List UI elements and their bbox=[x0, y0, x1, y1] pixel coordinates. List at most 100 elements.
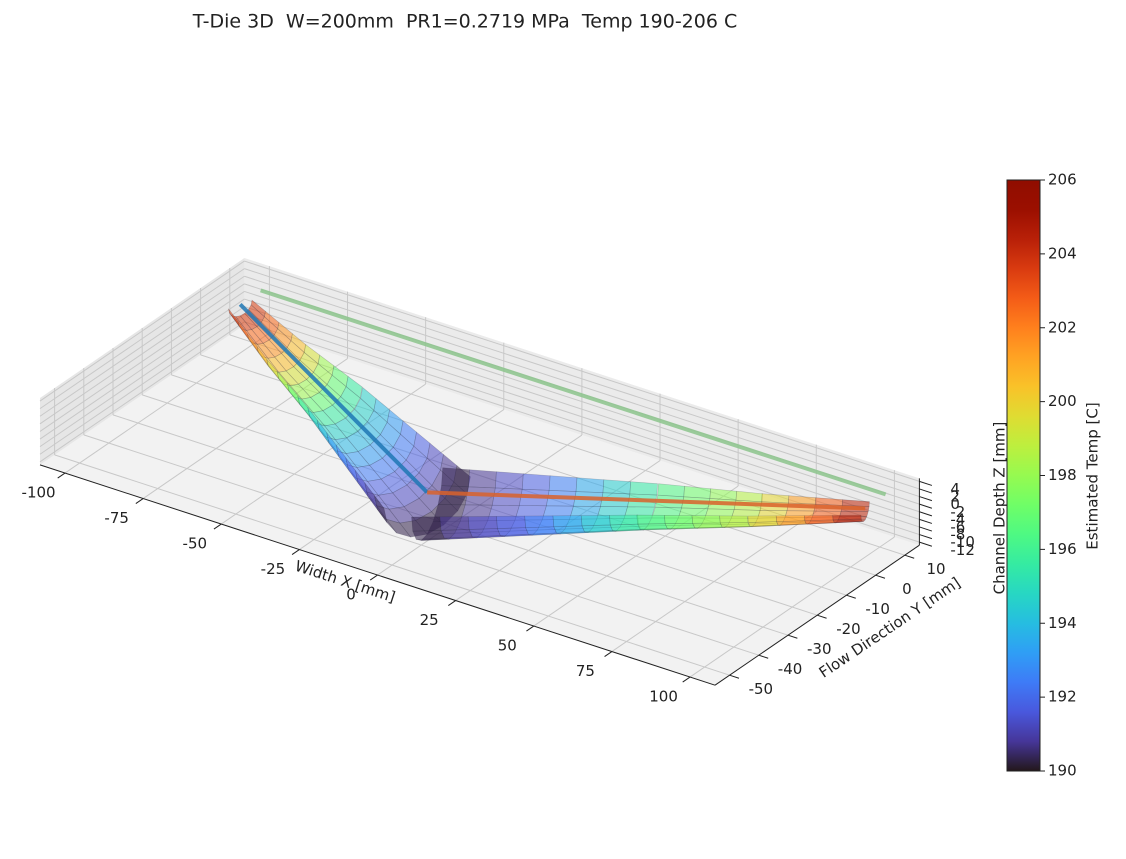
x-tick-label: 0 bbox=[346, 586, 356, 604]
tick-mark bbox=[919, 526, 933, 532]
channel-surface bbox=[553, 525, 585, 534]
channel-line bbox=[260, 288, 887, 497]
tick-mark bbox=[213, 523, 222, 530]
channel-surface bbox=[525, 526, 557, 535]
channel-surface bbox=[548, 475, 578, 492]
channel-surface bbox=[609, 514, 639, 526]
channel-surface bbox=[468, 469, 497, 489]
channel-surface bbox=[496, 515, 526, 529]
channel-surface bbox=[412, 529, 445, 540]
channel-surface bbox=[297, 395, 311, 418]
channel-surface bbox=[629, 481, 658, 496]
z-tick-label: 0 bbox=[950, 495, 960, 513]
colorbar-tick-label: 196 bbox=[1048, 540, 1077, 558]
channel-surface bbox=[683, 485, 711, 499]
z-tick-label: -6 bbox=[950, 518, 965, 536]
y-tick-label: -50 bbox=[749, 680, 774, 698]
tick-mark bbox=[919, 503, 933, 509]
tick-mark bbox=[604, 651, 613, 657]
grid-line bbox=[244, 290, 920, 513]
channel-surface bbox=[411, 516, 442, 532]
tick-mark bbox=[135, 498, 144, 504]
axis-line bbox=[714, 544, 920, 686]
tick-mark bbox=[919, 511, 933, 517]
z-tick-label: -10 bbox=[950, 533, 975, 551]
tick-mark bbox=[787, 634, 798, 639]
grid-line bbox=[54, 454, 730, 676]
grid-line bbox=[244, 268, 920, 490]
channel-surface bbox=[747, 515, 777, 523]
colorbar-tick-label: 190 bbox=[1048, 762, 1077, 780]
grid-line bbox=[39, 306, 245, 448]
tick-mark bbox=[57, 472, 66, 479]
channel-surface bbox=[636, 514, 666, 525]
colorbar-label: Estimated Temp [C] bbox=[1084, 402, 1102, 549]
grid-line bbox=[39, 313, 245, 455]
channel-surface bbox=[761, 493, 790, 504]
tick-mark bbox=[919, 541, 933, 547]
tick-mark bbox=[919, 518, 933, 524]
channel-surface bbox=[580, 515, 611, 527]
grid-line bbox=[244, 260, 920, 482]
tick-mark bbox=[291, 549, 300, 555]
colorbar bbox=[1006, 179, 1041, 772]
grid-line bbox=[39, 321, 245, 463]
channel-surface bbox=[440, 529, 473, 539]
channel-line bbox=[238, 302, 429, 494]
channel-surface bbox=[495, 471, 524, 490]
z-tick-label: -8 bbox=[950, 526, 965, 544]
grid-line bbox=[39, 291, 245, 432]
colorbar-tick-label: 194 bbox=[1048, 614, 1077, 632]
z-tick-label: -2 bbox=[950, 503, 965, 521]
channel-surface bbox=[719, 522, 750, 528]
tick-mark bbox=[729, 674, 740, 679]
colorbar-tick-label: 204 bbox=[1048, 244, 1077, 262]
tick-mark bbox=[904, 554, 915, 559]
tick-mark bbox=[875, 574, 886, 579]
grid-line bbox=[39, 275, 245, 417]
grid-line bbox=[39, 298, 245, 440]
channel-surface bbox=[467, 516, 498, 530]
z-tick-label: -12 bbox=[950, 541, 975, 559]
colorbar-ticks: 190 192 194 196 198 200 202 204 206 bbox=[1040, 171, 1077, 780]
channel-surface bbox=[804, 515, 834, 522]
channel-surface bbox=[775, 515, 806, 522]
axis-line bbox=[39, 464, 716, 686]
channel-surface bbox=[256, 346, 269, 366]
z-tick-label: 4 bbox=[950, 480, 960, 498]
tick-mark bbox=[758, 654, 769, 659]
y-tick-label: 10 bbox=[927, 560, 946, 578]
tick-mark bbox=[919, 488, 933, 494]
x-tick-label: -100 bbox=[22, 484, 56, 502]
channel-line bbox=[427, 490, 866, 511]
tick-mark bbox=[919, 534, 933, 540]
colorbar-tick-label: 202 bbox=[1048, 318, 1077, 336]
channel-surface bbox=[719, 515, 749, 524]
tick-mark bbox=[369, 574, 378, 581]
channel-surface bbox=[657, 483, 685, 498]
tick-mark bbox=[919, 480, 933, 486]
channel-surface bbox=[552, 515, 583, 528]
x-tick-label: 75 bbox=[576, 662, 595, 680]
grid-line bbox=[83, 434, 759, 656]
y-tick-label: -20 bbox=[836, 620, 861, 638]
channel-surface bbox=[664, 515, 694, 524]
x-tick-label: 25 bbox=[420, 611, 439, 629]
tick-mark bbox=[448, 600, 456, 606]
colorbar-tick-label: 192 bbox=[1048, 688, 1077, 706]
y-tick-label: 0 bbox=[902, 580, 912, 598]
channel-surface bbox=[439, 516, 470, 531]
y-tick-label: -40 bbox=[778, 660, 803, 678]
z-axis-label: Channel Depth Z [mm] bbox=[991, 422, 1009, 595]
tick-mark bbox=[846, 594, 856, 599]
lines bbox=[238, 288, 887, 511]
channel-surface bbox=[374, 495, 388, 524]
channel-surface bbox=[575, 477, 605, 494]
grid-line bbox=[39, 260, 245, 402]
z-tick-label: -4 bbox=[950, 510, 965, 528]
tick-mark bbox=[682, 676, 691, 683]
grid-line bbox=[244, 306, 920, 528]
y-tick-label: -10 bbox=[865, 600, 890, 618]
colorbar-tick-label: 206 bbox=[1048, 171, 1077, 189]
